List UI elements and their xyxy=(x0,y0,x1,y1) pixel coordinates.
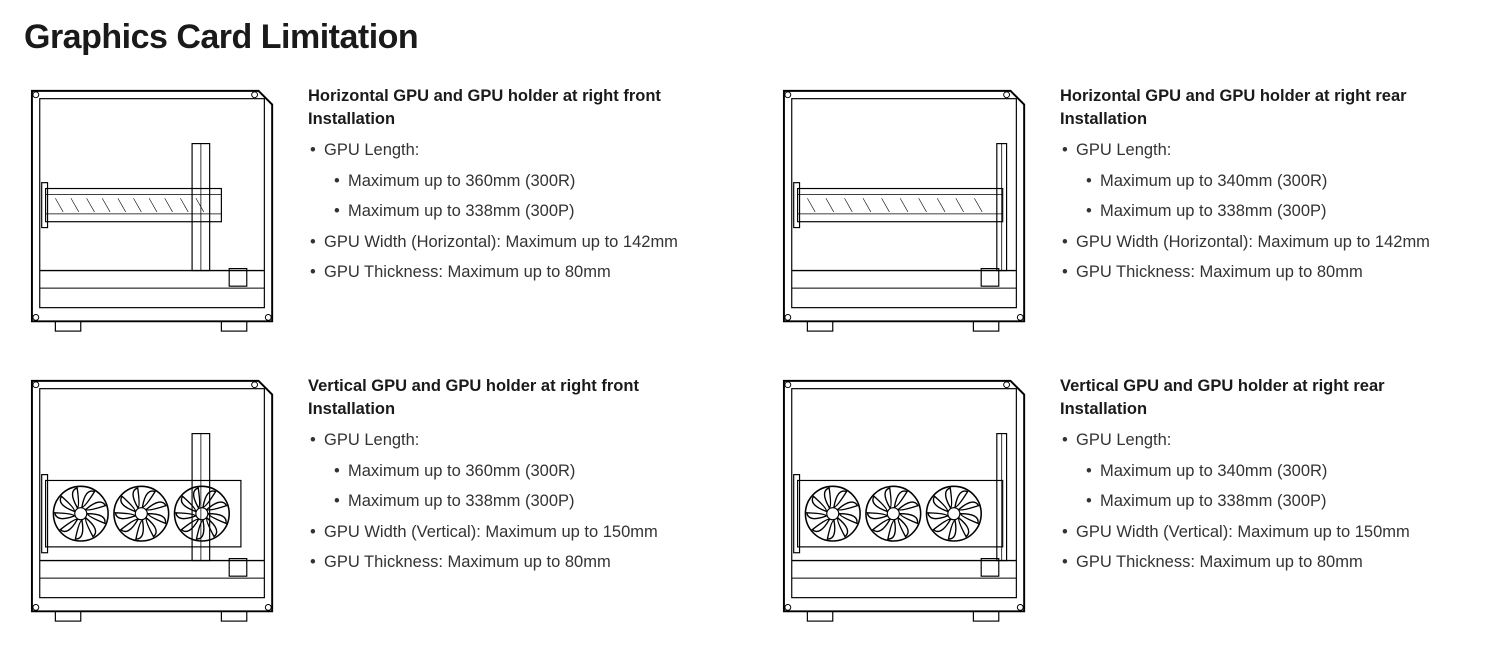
thickness-label: GPU Thickness: Maximum up to 80mm xyxy=(308,257,716,288)
case-diagram-icon xyxy=(24,85,284,335)
case-diagram-icon xyxy=(776,85,1036,335)
length-item: Maximum up to 338mm (300P) xyxy=(334,486,716,517)
text-vertical-rear: Vertical GPU and GPU holder at right rea… xyxy=(1060,375,1468,578)
length-item: Maximum up to 340mm (300R) xyxy=(1086,456,1468,487)
length-item: Maximum up to 338mm (300P) xyxy=(334,196,716,227)
text-horizontal-front: Horizontal GPU and GPU holder at right f… xyxy=(308,85,716,288)
length-item: Maximum up to 360mm (300R) xyxy=(334,166,716,197)
section-horizontal-front: Horizontal GPU and GPU holder at right f… xyxy=(24,85,716,335)
case-diagram-icon xyxy=(24,375,284,625)
page-heading: Graphics Card Limitation xyxy=(24,18,1468,57)
sections-grid: Horizontal GPU and GPU holder at right f… xyxy=(24,85,1468,625)
thickness-label: GPU Thickness: Maximum up to 80mm xyxy=(308,547,716,578)
length-item: Maximum up to 338mm (300P) xyxy=(1086,486,1468,517)
width-label: GPU Width (Horizontal): Maximum up to 14… xyxy=(1060,227,1468,258)
width-label: GPU Width (Vertical): Maximum up to 150m… xyxy=(308,517,716,548)
length-item: Maximum up to 360mm (300R) xyxy=(334,456,716,487)
diagram-horizontal-front xyxy=(24,85,284,335)
thickness-label: GPU Thickness: Maximum up to 80mm xyxy=(1060,547,1468,578)
section-title: Horizontal GPU and GPU holder at right f… xyxy=(308,85,716,131)
length-label: GPU Length: Maximum up to 360mm (300R) M… xyxy=(308,425,716,517)
section-horizontal-rear: Horizontal GPU and GPU holder at right r… xyxy=(776,85,1468,335)
case-diagram-icon xyxy=(776,375,1036,625)
length-label: GPU Length: Maximum up to 360mm (300R) M… xyxy=(308,135,716,227)
diagram-vertical-rear xyxy=(776,375,1036,625)
diagram-vertical-front xyxy=(24,375,284,625)
width-label: GPU Width (Horizontal): Maximum up to 14… xyxy=(308,227,716,258)
length-label: GPU Length: Maximum up to 340mm (300R) M… xyxy=(1060,425,1468,517)
text-horizontal-rear: Horizontal GPU and GPU holder at right r… xyxy=(1060,85,1468,288)
section-title: Vertical GPU and GPU holder at right rea… xyxy=(1060,375,1468,421)
section-title: Vertical GPU and GPU holder at right fro… xyxy=(308,375,716,421)
width-label: GPU Width (Vertical): Maximum up to 150m… xyxy=(1060,517,1468,548)
section-vertical-front: Vertical GPU and GPU holder at right fro… xyxy=(24,375,716,625)
section-vertical-rear: Vertical GPU and GPU holder at right rea… xyxy=(776,375,1468,625)
section-title: Horizontal GPU and GPU holder at right r… xyxy=(1060,85,1468,131)
text-vertical-front: Vertical GPU and GPU holder at right fro… xyxy=(308,375,716,578)
length-item: Maximum up to 340mm (300R) xyxy=(1086,166,1468,197)
length-item: Maximum up to 338mm (300P) xyxy=(1086,196,1468,227)
diagram-horizontal-rear xyxy=(776,85,1036,335)
thickness-label: GPU Thickness: Maximum up to 80mm xyxy=(1060,257,1468,288)
length-label: GPU Length: Maximum up to 340mm (300R) M… xyxy=(1060,135,1468,227)
